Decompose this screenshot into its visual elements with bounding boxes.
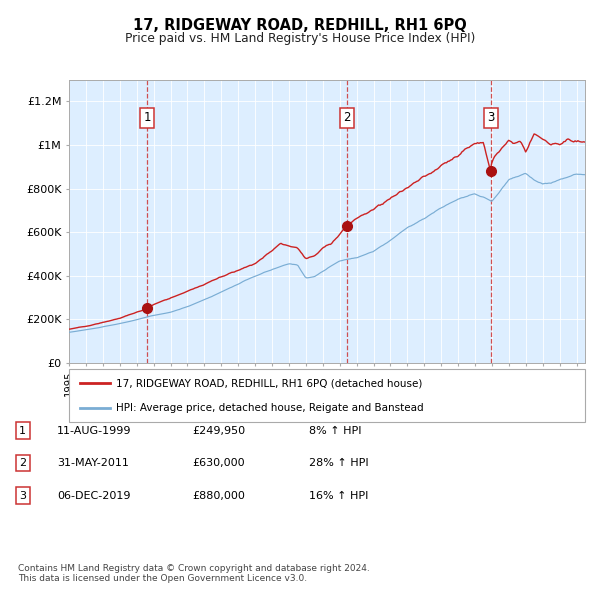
Text: Price paid vs. HM Land Registry's House Price Index (HPI): Price paid vs. HM Land Registry's House … [125,32,475,45]
Text: 16% ↑ HPI: 16% ↑ HPI [309,491,368,500]
Text: 8% ↑ HPI: 8% ↑ HPI [309,426,361,435]
Text: 3: 3 [19,491,26,500]
Text: 11-AUG-1999: 11-AUG-1999 [57,426,131,435]
Text: HPI: Average price, detached house, Reigate and Banstead: HPI: Average price, detached house, Reig… [116,402,424,412]
Text: 2: 2 [19,458,26,468]
Text: 31-MAY-2011: 31-MAY-2011 [57,458,129,468]
Text: 1: 1 [19,426,26,435]
Text: 3: 3 [487,112,494,124]
Text: £249,950: £249,950 [192,426,245,435]
Text: £880,000: £880,000 [192,491,245,500]
Text: 06-DEC-2019: 06-DEC-2019 [57,491,131,500]
Text: 2: 2 [343,112,350,124]
Text: 17, RIDGEWAY ROAD, REDHILL, RH1 6PQ: 17, RIDGEWAY ROAD, REDHILL, RH1 6PQ [133,18,467,32]
Text: 17, RIDGEWAY ROAD, REDHILL, RH1 6PQ (detached house): 17, RIDGEWAY ROAD, REDHILL, RH1 6PQ (det… [116,378,422,388]
Text: 28% ↑ HPI: 28% ↑ HPI [309,458,368,468]
Text: Contains HM Land Registry data © Crown copyright and database right 2024.
This d: Contains HM Land Registry data © Crown c… [18,563,370,583]
Text: 1: 1 [143,112,151,124]
Text: £630,000: £630,000 [192,458,245,468]
